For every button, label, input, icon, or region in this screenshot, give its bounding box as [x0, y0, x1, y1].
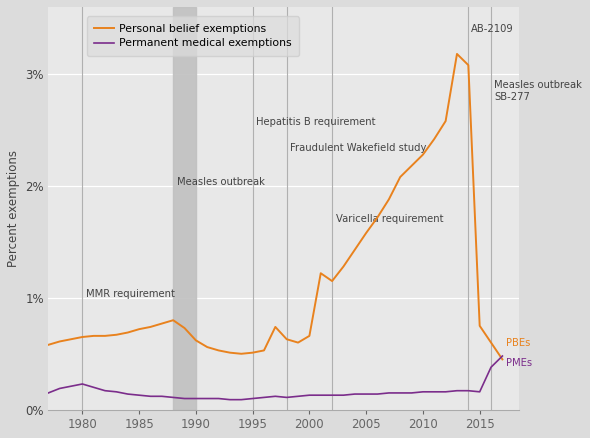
Text: PBEs: PBEs [506, 338, 530, 348]
Text: AB-2109: AB-2109 [471, 24, 513, 34]
Legend: Personal belief exemptions, Permanent medical exemptions: Personal belief exemptions, Permanent me… [87, 16, 299, 56]
Text: Varicella requirement: Varicella requirement [336, 214, 443, 224]
Text: PMEs: PMEs [506, 358, 532, 368]
Text: Fraudulent Wakefield study: Fraudulent Wakefield study [290, 143, 427, 153]
Text: Hepatitis B requirement: Hepatitis B requirement [256, 117, 376, 127]
Text: Measles outbreak
SB-277: Measles outbreak SB-277 [494, 80, 582, 102]
Bar [173, 7, 196, 410]
Y-axis label: Percent exemptions: Percent exemptions [7, 150, 20, 267]
Text: Measles outbreak: Measles outbreak [176, 177, 264, 187]
Text: MMR requirement: MMR requirement [86, 289, 175, 299]
